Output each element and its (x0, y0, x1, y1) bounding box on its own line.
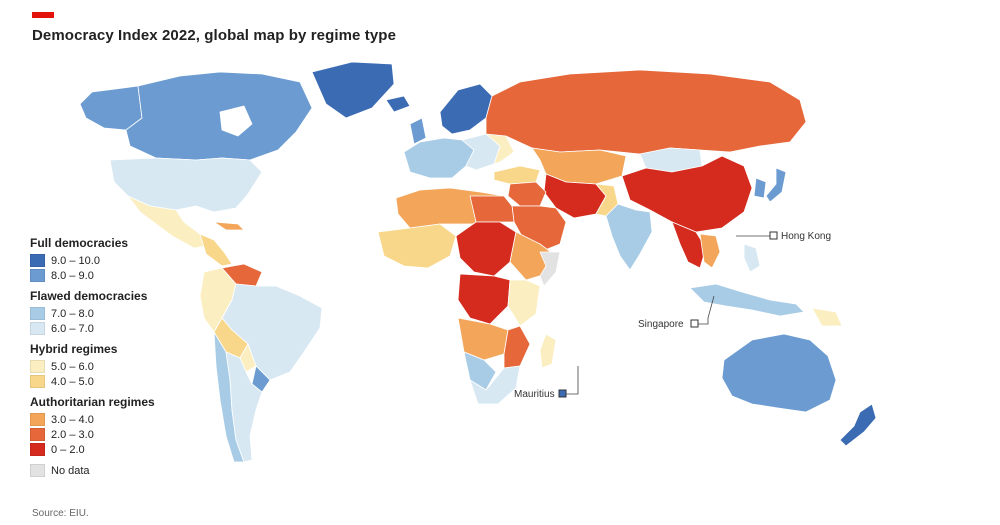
region-egypt (469, 195, 515, 223)
legend-item: 8.0 – 9.0 (30, 268, 155, 283)
region-south-africa (469, 365, 521, 405)
legend-swatch (30, 307, 45, 320)
hudson-bay (219, 105, 253, 137)
legend-label: 8.0 – 9.0 (51, 269, 94, 282)
region-china (621, 155, 753, 233)
region-cuba (213, 221, 245, 231)
legend-heading: Authoritarian regimes (30, 395, 155, 409)
region-central-africa (455, 221, 517, 277)
region-korea (753, 177, 767, 199)
legend-label: 4.0 – 5.0 (51, 375, 94, 388)
legend-item: 6.0 – 7.0 (30, 321, 155, 336)
legend-item-nodata: No data (30, 463, 155, 478)
region-australia (721, 333, 837, 413)
source-note: Source: EIU. (32, 508, 89, 519)
mauritius-label: Mauritius (514, 389, 555, 400)
region-turkey (493, 165, 541, 185)
region-alaska (79, 85, 143, 131)
region-canada (125, 71, 313, 161)
legend-label: 9.0 – 10.0 (51, 254, 100, 267)
legend-item: 3.0 – 4.0 (30, 412, 155, 427)
region-scandinavia (439, 83, 493, 135)
callout-mauritius: Mauritius (514, 366, 579, 400)
singapore-label: Singapore (638, 319, 684, 330)
region-indonesia (689, 283, 805, 317)
legend-heading: Hybrid regimes (30, 342, 118, 356)
region-usa (109, 157, 263, 213)
region-somalia (539, 251, 561, 287)
legend-label: 5.0 – 6.0 (51, 360, 94, 373)
region-levant (507, 181, 547, 207)
legend-item: 5.0 – 6.0 (30, 359, 155, 374)
region-russia (485, 69, 807, 155)
region-philippines (743, 243, 761, 273)
region-iceland (385, 95, 411, 113)
region-argentina (225, 351, 263, 463)
legend-group-authoritarian: Authoritarian regimes 3.0 – 4.0 2.0 – 3.… (30, 395, 155, 457)
legend-label: 6.0 – 7.0 (51, 322, 94, 335)
legend-label: 3.0 – 4.0 (51, 413, 94, 426)
legend-item: 0 – 2.0 (30, 442, 155, 457)
region-namibia (463, 351, 497, 391)
legend-swatch (30, 428, 45, 441)
region-se-asia (671, 221, 707, 269)
hong-kong-label: Hong Kong (781, 231, 831, 242)
region-indochina (699, 233, 721, 269)
legend-label: 2.0 – 3.0 (51, 428, 94, 441)
legend-item: 9.0 – 10.0 (30, 253, 155, 268)
region-greenland (311, 61, 395, 119)
region-central-asia (531, 147, 627, 185)
legend-heading: Flawed democracies (30, 289, 148, 303)
region-uk (409, 117, 427, 145)
region-mozambique (503, 325, 531, 369)
region-congo (457, 273, 511, 325)
legend-swatch (30, 375, 45, 388)
legend-group-hybrid: Hybrid regimes 5.0 – 6.0 4.0 – 5.0 (30, 342, 155, 389)
legend-swatch (30, 443, 45, 456)
region-east-africa (507, 279, 541, 327)
region-japan (765, 167, 787, 203)
region-png (811, 307, 843, 327)
region-madagascar (539, 333, 557, 369)
region-new-zealand (839, 403, 877, 447)
legend-heading: Full democracies (30, 236, 129, 250)
legend-group-full: Full democracies 9.0 – 10.0 8.0 – 9.0 (30, 236, 155, 283)
legend-label: 7.0 – 8.0 (51, 307, 94, 320)
callout-hong-kong: Hong Kong (736, 231, 831, 242)
legend-swatch (30, 464, 45, 477)
legend-item: 7.0 – 8.0 (30, 306, 155, 321)
legend-swatch (30, 254, 45, 267)
legend-swatch (30, 269, 45, 282)
legend: Full democracies 9.0 – 10.0 8.0 – 9.0 Fl… (30, 236, 155, 478)
legend-item: 2.0 – 3.0 (30, 427, 155, 442)
legend-swatch (30, 360, 45, 373)
map-title: Democracy Index 2022, global map by regi… (32, 27, 397, 44)
brand-bar (32, 12, 54, 18)
region-west-africa (377, 223, 457, 269)
region-india (605, 203, 653, 271)
legend-label: No data (51, 464, 90, 477)
legend-item: 4.0 – 5.0 (30, 374, 155, 389)
region-central-america (199, 233, 233, 267)
legend-group-flawed: Flawed democracies 7.0 – 8.0 6.0 – 7.0 (30, 289, 155, 336)
legend-swatch (30, 413, 45, 426)
legend-swatch (30, 322, 45, 335)
callout-singapore: Singapore (638, 295, 715, 330)
legend-label: 0 – 2.0 (51, 443, 85, 456)
